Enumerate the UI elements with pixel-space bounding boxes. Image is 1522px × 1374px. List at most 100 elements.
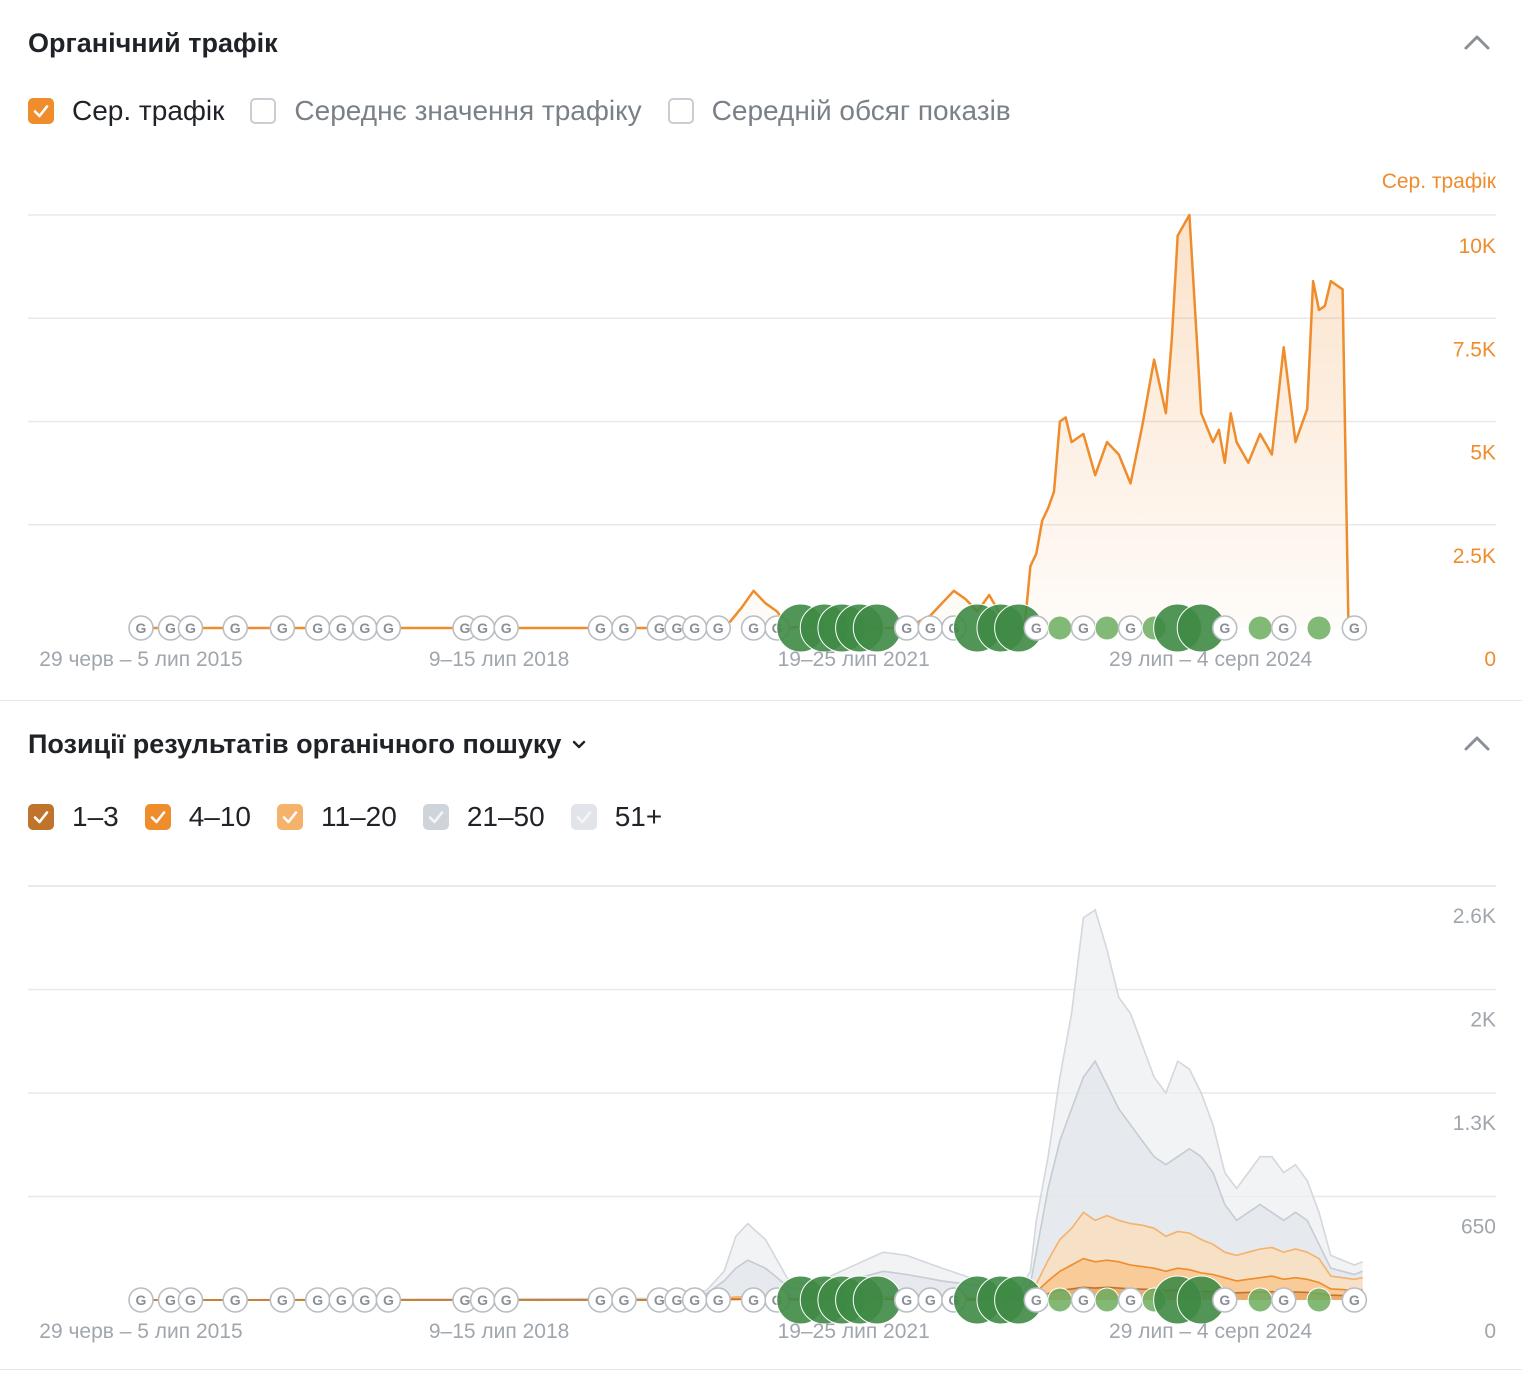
traffic-line[interactable] [141, 213, 1358, 630]
google-update-marker[interactable]: G [681, 615, 708, 641]
legend-item-pos-4[interactable]: 51+ [570, 801, 662, 833]
google-update-marker[interactable]: G [893, 1287, 920, 1313]
google-update-marker[interactable]: G [705, 615, 732, 641]
svg-text:G: G [165, 1292, 176, 1308]
google-update-marker[interactable]: G [681, 1287, 708, 1313]
y-tick-label: 1.3K [1453, 1112, 1496, 1135]
svg-text:G: G [460, 1292, 471, 1308]
google-update-marker[interactable]: G [469, 615, 496, 641]
google-update-marker[interactable]: G [1117, 1287, 1144, 1313]
google-update-marker[interactable]: G [1211, 1287, 1238, 1313]
update-marker[interactable] [1247, 615, 1273, 641]
update-marker[interactable] [1047, 1287, 1073, 1313]
svg-text:G: G [1031, 620, 1042, 636]
legend-item-avg-traffic[interactable]: Сер. трафік [28, 95, 224, 127]
google-update-marker[interactable]: G [1341, 1287, 1368, 1313]
google-update-marker[interactable]: G [269, 615, 296, 641]
google-update-marker[interactable]: G [705, 1287, 732, 1313]
google-update-marker[interactable]: G [611, 615, 637, 641]
google-update-marker[interactable]: G [328, 615, 355, 641]
google-update-marker[interactable]: G [375, 1287, 402, 1313]
annotation-markers[interactable]: GGGGGGGGGGGGGGGGGGGGGGGGGGGGG [128, 603, 1368, 653]
legend-item-pos-3[interactable]: 21–50 [422, 801, 545, 833]
svg-text:G: G [136, 620, 147, 636]
google-update-marker[interactable]: G [328, 1287, 355, 1313]
checkbox-impressions[interactable] [667, 98, 694, 124]
google-update-marker[interactable]: G [177, 615, 204, 641]
update-marker[interactable] [1306, 1287, 1332, 1313]
google-update-marker[interactable]: G [304, 1287, 331, 1313]
legend-item-pos-1[interactable]: 4–10 [144, 801, 251, 833]
google-update-marker[interactable]: G [1270, 615, 1297, 641]
google-update-marker[interactable]: G [917, 1287, 944, 1313]
google-update-marker[interactable]: G [740, 1287, 767, 1313]
google-update-marker[interactable]: G [1117, 615, 1144, 641]
google-update-marker[interactable]: G [1341, 615, 1368, 641]
google-update-marker[interactable]: G [893, 615, 920, 641]
svg-text:G: G [1219, 1292, 1230, 1308]
collapse-traffic-button[interactable] [1462, 30, 1492, 54]
svg-text:G: G [748, 1292, 759, 1308]
chevron-up-icon [1464, 35, 1490, 50]
google-update-marker[interactable]: G [128, 615, 154, 641]
x-tick-label: 19–25 лип 2021 [778, 648, 930, 671]
legend-item-impressions[interactable]: Середній обсяг показів [667, 95, 1011, 127]
svg-text:G: G [359, 620, 370, 636]
google-update-marker[interactable]: G [1023, 1287, 1050, 1313]
google-update-marker[interactable]: G [611, 1287, 637, 1313]
google-update-marker[interactable]: G [587, 615, 614, 641]
update-marker[interactable] [1306, 615, 1332, 641]
legend-label-traffic-value: Середнє значення трафіку [294, 95, 642, 126]
update-marker[interactable] [1094, 1287, 1120, 1313]
google-update-marker[interactable]: G [222, 615, 249, 641]
google-update-marker[interactable]: G [493, 1287, 519, 1313]
google-update-marker[interactable]: G [1023, 615, 1050, 641]
checkbox-pos-2[interactable] [277, 804, 304, 830]
google-update-marker[interactable]: G [1270, 1287, 1297, 1313]
collapse-positions-button[interactable] [1462, 731, 1492, 755]
google-update-marker[interactable]: G [222, 1287, 249, 1313]
legend-item-traffic-value[interactable]: Середнє значення трафіку [250, 95, 642, 127]
checkbox-pos-0[interactable] [28, 804, 54, 830]
legend-label-pos-2: 11–20 [321, 801, 397, 832]
svg-text:G: G [925, 620, 936, 636]
google-update-marker[interactable]: G [469, 1287, 496, 1313]
google-update-marker[interactable]: G [269, 1287, 296, 1313]
google-update-marker[interactable]: G [1070, 615, 1097, 641]
y-tick-label: 2.6K [1453, 905, 1496, 928]
update-marker[interactable] [1247, 1287, 1273, 1313]
google-update-marker[interactable]: G [352, 615, 378, 641]
google-update-marker[interactable]: G [1211, 615, 1238, 641]
google-update-marker[interactable]: G [157, 1287, 184, 1313]
google-update-marker[interactable]: G [304, 615, 331, 641]
google-update-marker[interactable]: G [177, 1287, 204, 1313]
checkbox-pos-1[interactable] [144, 804, 171, 830]
annotation-markers[interactable]: GGGGGGGGGGGGGGGGGGGGGGGGGGGGG [128, 1275, 1368, 1325]
svg-text:G: G [1078, 1292, 1089, 1308]
legend-item-pos-0[interactable]: 1–3 [28, 801, 119, 833]
update-marker[interactable] [1094, 615, 1120, 641]
google-update-marker[interactable]: G [1070, 1287, 1097, 1313]
google-update-marker[interactable]: G [493, 615, 519, 641]
checkbox-pos-3[interactable] [422, 804, 449, 830]
checkmark-icon [576, 811, 591, 824]
google-update-marker[interactable]: G [587, 1287, 614, 1313]
update-marker[interactable] [1047, 615, 1073, 641]
svg-text:G: G [336, 620, 347, 636]
checkbox-pos-4[interactable] [570, 804, 597, 830]
legend-item-pos-2[interactable]: 11–20 [277, 801, 397, 833]
checkbox-avg-traffic[interactable] [28, 98, 54, 124]
google-update-marker[interactable]: G [646, 1287, 673, 1313]
google-update-marker[interactable]: G [375, 615, 402, 641]
google-update-marker[interactable]: G [740, 615, 767, 641]
svg-text:G: G [595, 1292, 606, 1308]
svg-text:G: G [460, 620, 471, 636]
svg-text:G: G [595, 620, 606, 636]
svg-text:G: G [901, 620, 912, 636]
google-update-marker[interactable]: G [128, 1287, 154, 1313]
google-update-marker[interactable]: G [352, 1287, 378, 1313]
google-update-marker[interactable]: G [917, 615, 944, 641]
checkbox-traffic-value[interactable] [250, 98, 277, 124]
positions-title[interactable]: Позиції результатів органічного пошуку [28, 729, 587, 760]
